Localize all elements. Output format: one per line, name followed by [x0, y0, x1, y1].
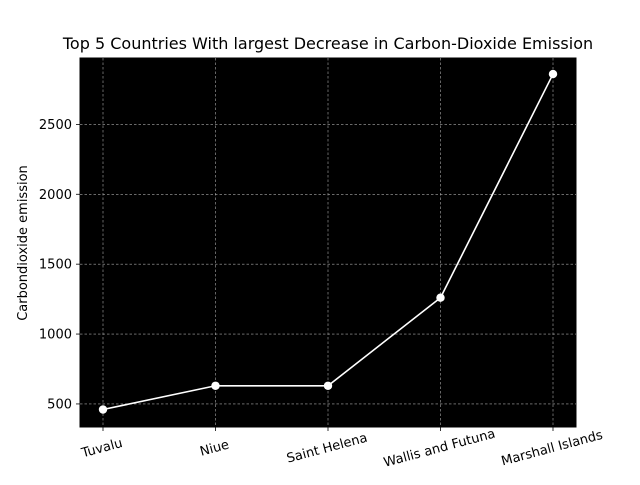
series-layer: [98, 69, 558, 414]
data-point: [98, 405, 108, 414]
y-axis: 500 1000 1500 2000 2500: [39, 118, 80, 412]
x-tick-label: Tuvalu: [79, 436, 124, 462]
x-tick-label: Wallis and Futuna: [382, 427, 497, 471]
y-tick-label: 1000: [39, 328, 72, 343]
x-tick-label: Niue: [198, 438, 230, 460]
data-point: [548, 69, 558, 79]
y-tick-label: 500: [47, 397, 72, 412]
grid-lines: [80, 58, 576, 427]
y-tick-label: 2000: [39, 188, 72, 203]
y-axis-title: Carbondioxide emission: [16, 165, 31, 321]
y-tick-label: 1500: [39, 258, 72, 273]
data-point: [436, 293, 445, 302]
x-tick-label: Saint Helena: [285, 431, 369, 467]
chart-title: Top 5 Countries With largest Decrease in…: [62, 34, 593, 53]
x-axis: Tuvalu Niue Saint Helena Wallis and Futuna M…: [79, 427, 605, 471]
data-point: [323, 381, 333, 390]
data-point: [211, 381, 220, 390]
y-tick-label: 2500: [39, 118, 72, 133]
x-tick-label: Marshall Islands: [500, 428, 605, 470]
